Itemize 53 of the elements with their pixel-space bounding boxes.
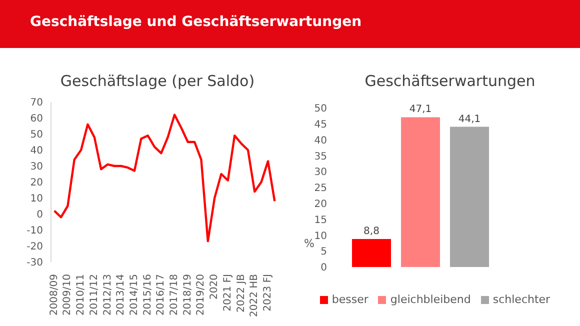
- x-tick-label: 2015/16: [142, 274, 154, 316]
- x-tick-label: 2016/17: [156, 274, 167, 316]
- x-tick-label: 2018/19: [182, 274, 194, 316]
- x-tick-label: 2019/20: [196, 274, 207, 316]
- bar: [450, 126, 489, 267]
- y-tick-label: 70: [30, 98, 43, 109]
- y-tick-label: 30: [314, 167, 327, 178]
- x-tick-label: 2011/12: [88, 274, 100, 316]
- y-tick-label: 50: [314, 104, 327, 115]
- text: 47,1: [409, 104, 432, 116]
- x-tick-label: 2008/09: [48, 274, 60, 316]
- y-tick-label: 15: [314, 214, 327, 226]
- y-tick-label: 45: [314, 119, 327, 130]
- x-tick-label: 2009/10: [62, 274, 74, 316]
- text: 44,1: [458, 114, 481, 125]
- x-tick-label: 2023 FJ: [262, 274, 274, 312]
- y-tick-label: 50: [30, 130, 43, 141]
- x-tick-label: 2013/14: [116, 274, 127, 316]
- y-tick-label: -10: [26, 226, 43, 237]
- legend-label: besser: [332, 293, 368, 306]
- x-tick-label: 2022 JB: [236, 274, 247, 312]
- y-tick-label: -20: [26, 242, 43, 253]
- text: Geschäftslage und Geschäftserwartungen: [30, 14, 362, 30]
- legend-label: schlechter: [492, 293, 550, 306]
- y-tick-label: 5: [320, 246, 327, 258]
- x-tick-label: 2021 FJ: [222, 274, 234, 312]
- y-tick-label: 0: [320, 262, 327, 274]
- x-tick-label: 2020: [209, 274, 220, 300]
- text: 8,8: [364, 226, 380, 238]
- bar: [401, 117, 440, 267]
- y-tick-label: 10: [314, 230, 327, 242]
- chart-title: Geschäftslage (per Saldo): [59, 72, 256, 92]
- line-series: [53, 114, 276, 242]
- y-tick-label: 40: [30, 146, 43, 157]
- y-tick-label: 60: [30, 114, 43, 125]
- y-tick-label: 30: [30, 162, 43, 173]
- y-tick-label: -30: [26, 258, 43, 269]
- y-axis-title: %: [304, 237, 314, 250]
- y-tick-label: 10: [30, 194, 43, 205]
- y-tick-label: 20: [30, 178, 43, 189]
- x-tick-label: 2010/11: [76, 274, 87, 316]
- legend-label: gleichbleibend: [390, 293, 471, 306]
- y-tick-label: 20: [314, 198, 327, 210]
- y-tick-label: 40: [314, 135, 327, 146]
- y-tick-label: 35: [314, 151, 327, 162]
- x-tick-label: 2017/18: [169, 274, 180, 316]
- x-tick-label: 2022 HB: [249, 274, 260, 318]
- chart-title: Geschäftserwartungen: [364, 72, 536, 92]
- x-tick-label: 2012/13: [102, 274, 114, 316]
- x-tick-label: 2014/15: [128, 274, 140, 316]
- y-tick-label: 25: [314, 183, 327, 194]
- bar: [352, 239, 391, 267]
- y-tick-label: 0: [36, 210, 43, 221]
